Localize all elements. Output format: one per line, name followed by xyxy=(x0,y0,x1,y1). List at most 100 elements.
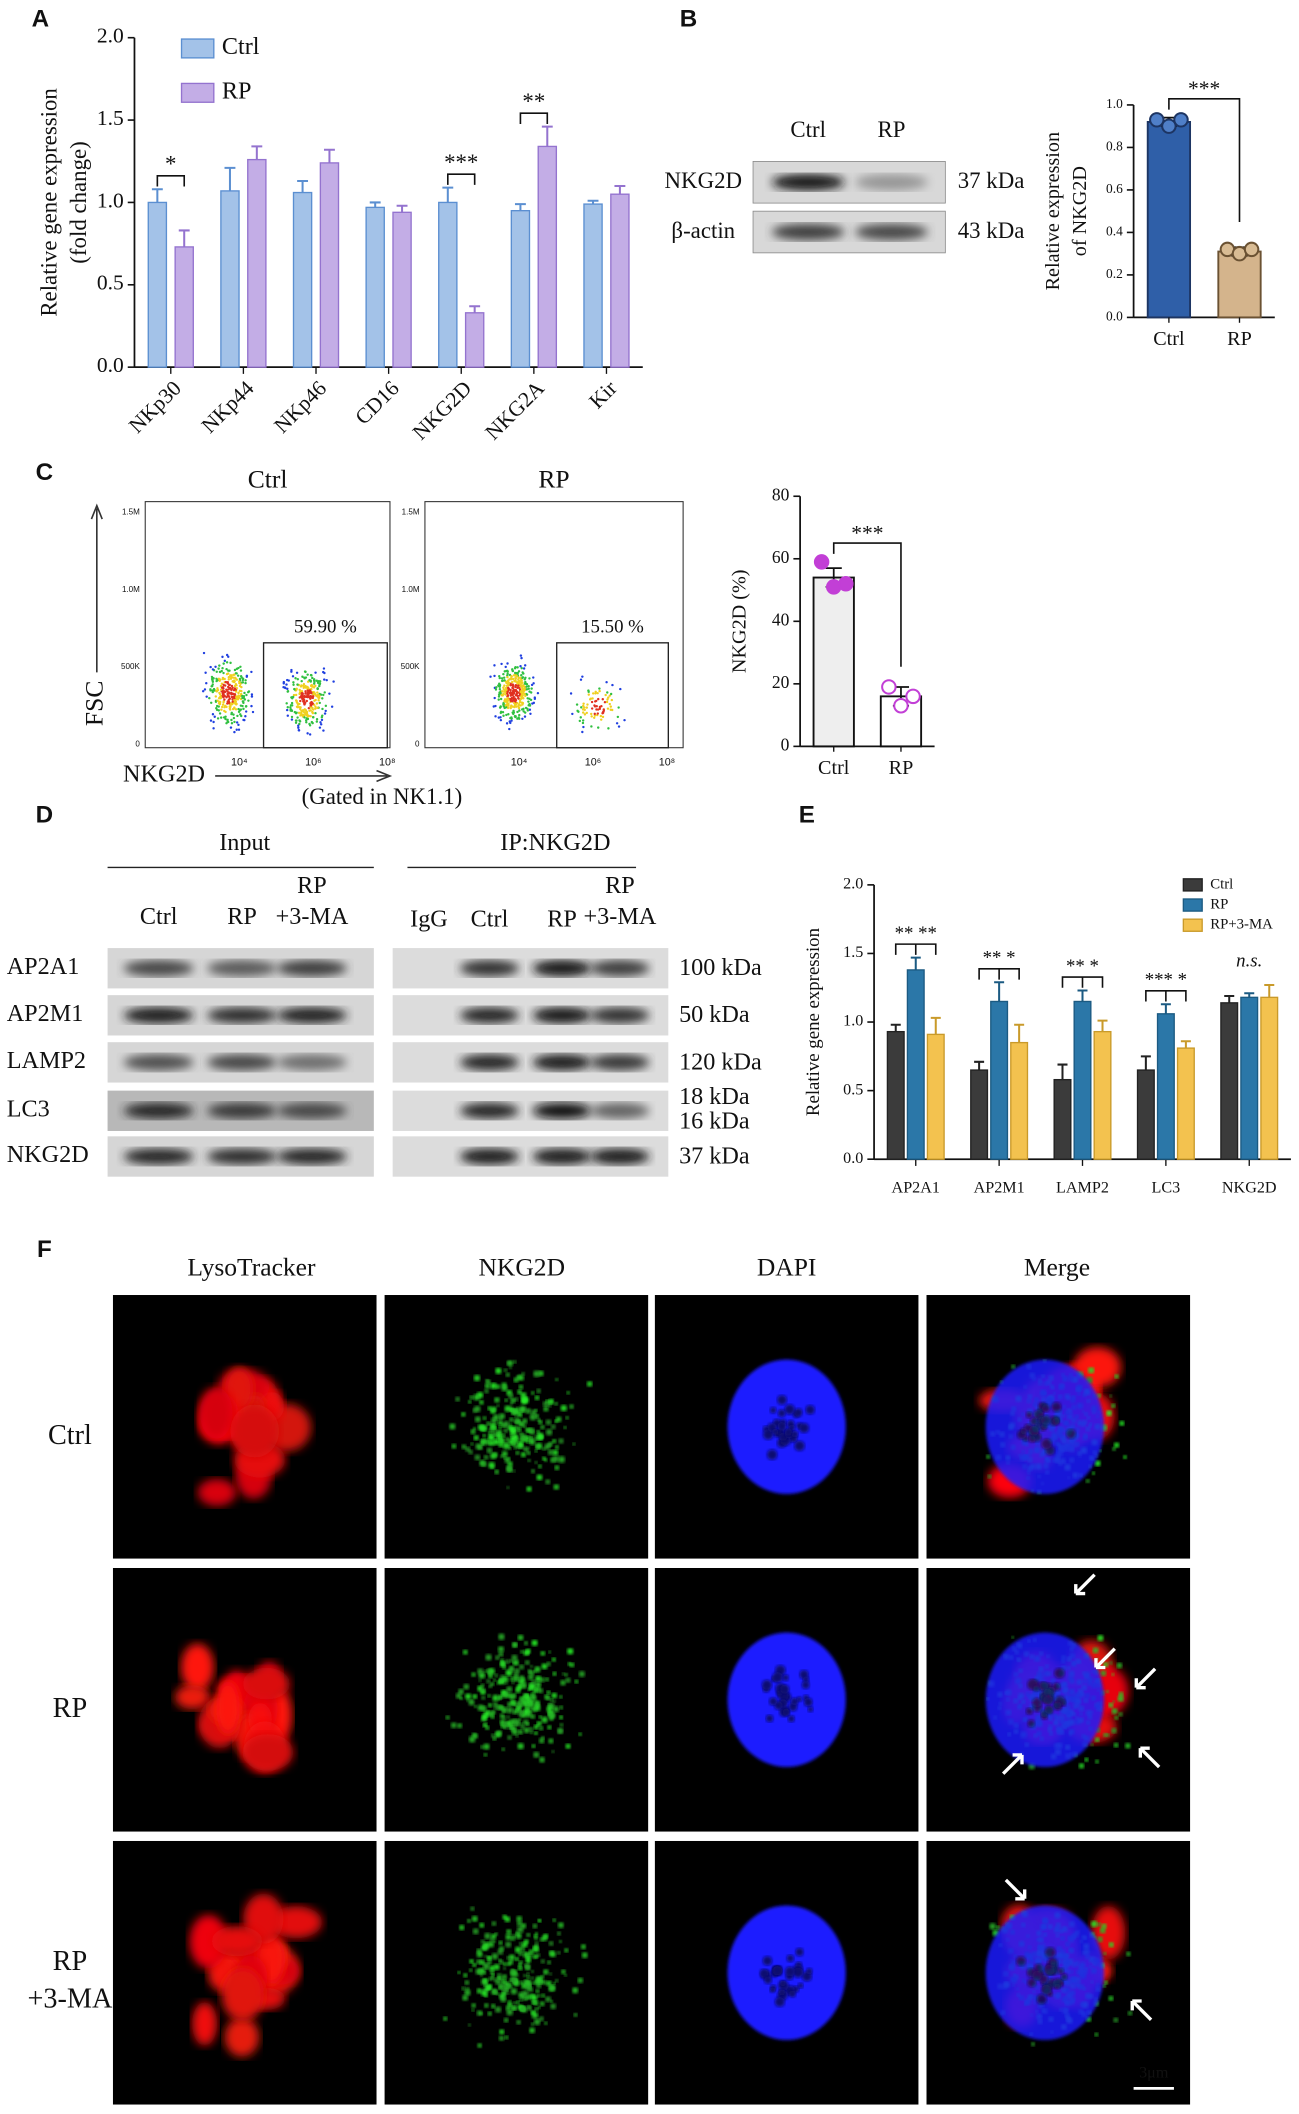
dapi-speck xyxy=(1025,1411,1033,1419)
flow-dot xyxy=(240,676,243,679)
nkg2d-signal xyxy=(534,2007,539,2011)
flow-dot xyxy=(221,677,225,681)
flow-dot xyxy=(245,674,249,678)
nkg2d-signal xyxy=(1011,1635,1015,1639)
nkg2d-signal xyxy=(515,1932,522,1939)
flow-dot xyxy=(532,676,535,679)
nkg2d-signal xyxy=(502,1420,510,1428)
significance-bracket xyxy=(156,174,186,187)
flow-dot xyxy=(514,680,517,683)
blot-band xyxy=(459,1054,520,1071)
flow-dot xyxy=(514,674,518,677)
error-bar xyxy=(1264,983,1275,998)
flow-dot xyxy=(609,708,612,711)
flow-dot xyxy=(224,710,227,714)
flow-dot xyxy=(300,694,303,698)
nkg2d-signal xyxy=(517,1926,524,1933)
nkg2d-signal xyxy=(523,1939,529,1944)
flow-dot xyxy=(498,682,501,685)
flow-dot xyxy=(510,680,514,684)
dapi-speck xyxy=(1054,1701,1062,1709)
nkg2d-signal xyxy=(506,1962,511,1966)
bar xyxy=(1146,120,1192,319)
nkg2d-signal xyxy=(535,1989,540,1993)
nkg2d-signal xyxy=(536,1474,543,1481)
dapi-speck xyxy=(1040,1415,1051,1426)
blot-band xyxy=(459,1007,520,1024)
flow-dot xyxy=(523,711,527,714)
nkg2d-signal xyxy=(536,1433,543,1441)
flow-dot xyxy=(321,697,324,700)
flow-dot xyxy=(307,687,310,690)
flow-dot xyxy=(294,721,298,724)
nkg2d-signal xyxy=(506,1486,510,1490)
nkg2d-signal xyxy=(488,1684,493,1689)
flow-dot xyxy=(320,716,324,719)
flow-dot xyxy=(236,698,240,701)
flow-dot xyxy=(312,682,316,685)
nkg2d-signal xyxy=(507,1735,512,1740)
significance-label: ** * xyxy=(1066,956,1099,977)
blot-band xyxy=(207,960,278,977)
lyso-signal xyxy=(1073,1346,1122,1388)
nkg2d-signal xyxy=(1114,1374,1119,1379)
nkg2d-signal xyxy=(558,1438,564,1444)
nkg2d-signal xyxy=(565,1416,569,1420)
error-bar xyxy=(151,188,163,203)
nkg2d-signal xyxy=(539,1726,544,1731)
blot-band xyxy=(855,174,928,191)
nkg2d-signal xyxy=(504,1405,512,1412)
nkg2d-signal xyxy=(463,1683,470,1690)
nkg2d-signal xyxy=(1113,1442,1120,1448)
flow-dot xyxy=(536,691,540,695)
bar xyxy=(906,969,925,1160)
nkg2d-signal xyxy=(550,1424,556,1430)
flow-dot xyxy=(323,691,326,694)
flow-dot xyxy=(529,712,532,715)
flow-dot xyxy=(233,676,237,680)
nkg2d-signal xyxy=(512,1659,519,1666)
dapi-speck xyxy=(806,1968,813,1975)
axis-arrow xyxy=(90,503,103,673)
flow-dot xyxy=(533,696,537,699)
flow-y-tick: 500K xyxy=(401,662,420,671)
flow-dot xyxy=(306,689,310,692)
legend-label: RP xyxy=(1210,896,1228,912)
nkg2d-signal xyxy=(465,1987,470,1991)
flow-dot xyxy=(235,672,238,675)
flow-dot xyxy=(515,701,519,705)
nkg2d-signal xyxy=(567,1648,574,1655)
data-point xyxy=(1173,112,1189,128)
flow-dot xyxy=(237,723,240,727)
nkg2d-signal xyxy=(555,1416,562,1423)
lyso-signal xyxy=(230,1404,280,1458)
nkg2d-signal xyxy=(529,1664,533,1668)
nkg2d-signal xyxy=(506,1686,513,1693)
lyso-signal xyxy=(211,1925,263,1957)
nkg2d-signal xyxy=(521,1371,525,1376)
nkg2d-signal xyxy=(537,1993,541,1998)
flow-dot xyxy=(221,693,225,696)
nkg2d-signal xyxy=(511,2005,517,2011)
nkg2d-signal xyxy=(557,1950,561,1955)
flow-dot xyxy=(302,710,305,714)
nkg2d-signal xyxy=(534,1435,538,1439)
flow-dot xyxy=(316,687,319,690)
nkg2d-signal xyxy=(501,1385,508,1392)
nkg2d-signal xyxy=(498,1633,505,1641)
nkg2d-signal xyxy=(519,1405,527,1413)
nkg2d-signal xyxy=(572,1987,579,1994)
flow-dot xyxy=(237,728,241,731)
gate-label: 59.90 % xyxy=(294,616,357,637)
y-tick-label: 0.5 xyxy=(843,1081,863,1098)
flow-dot xyxy=(234,690,238,693)
flow-dot xyxy=(242,707,245,711)
blot-band xyxy=(277,1007,347,1024)
flow-dot xyxy=(578,719,582,723)
nkg2d-signal xyxy=(483,2003,489,2008)
flow-title: Ctrl xyxy=(248,464,288,493)
blot-band xyxy=(123,1054,194,1071)
dapi-speck xyxy=(787,1715,795,1723)
nkg2d-signal xyxy=(1090,1743,1094,1747)
